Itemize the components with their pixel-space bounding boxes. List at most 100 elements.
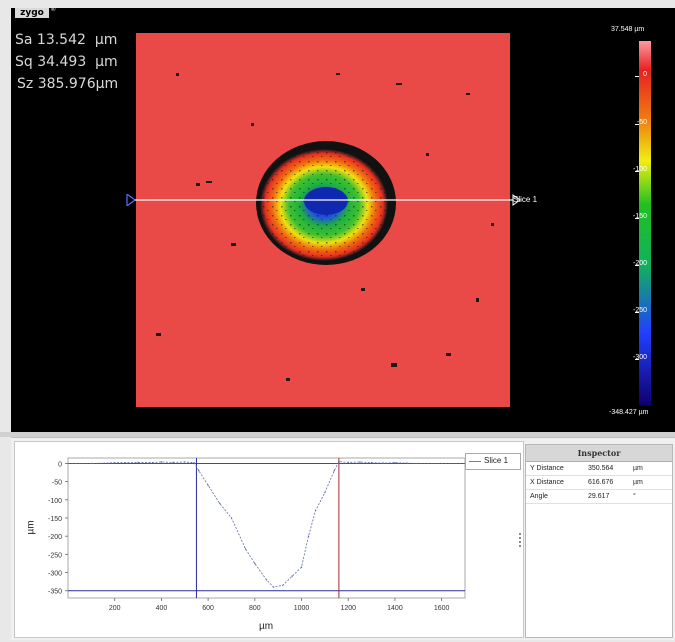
colorbar-tick-mark [635, 170, 639, 172]
panel-resize-grip[interactable] [519, 533, 523, 547]
y-axis-label: µm [25, 520, 37, 535]
series-point [172, 461, 174, 464]
y-tick-label: -350 [48, 589, 62, 596]
colorbar-tick-label: -100 [632, 165, 647, 173]
colorbar-tick-mark [635, 312, 639, 314]
x-tick-label: 600 [202, 605, 214, 612]
profile-panel: 0 -50 -100 -150 -200 -250 -300 -350 200 400 600 800… [11, 437, 675, 640]
colorbar-tick-mark [635, 76, 639, 78]
y-tick-label: -250 [48, 552, 62, 559]
inspector-title: Inspector [526, 445, 672, 462]
x-tick-label: 1000 [294, 605, 310, 612]
colorbar-tick-label: -50 [636, 118, 647, 126]
series-point [207, 484, 209, 486]
pane-splitter[interactable] [0, 432, 675, 437]
slice-label: Slice 1 [513, 195, 538, 204]
series-point [347, 461, 349, 464]
stat-sz: Sz 385.976µm [17, 76, 118, 92]
inspector-label: Y Distance [530, 465, 564, 472]
x-tick-label: 200 [109, 605, 121, 612]
series-point [324, 491, 326, 494]
surface-height-map[interactable] [136, 33, 510, 407]
series-point [338, 460, 340, 463]
logo-registered-mark: ® [51, 8, 56, 13]
series-point [184, 461, 186, 463]
inspector-unit: µm [633, 479, 643, 486]
inspector-row: Y Distance 350.564 µm [526, 462, 672, 476]
color-scale-bar: 0 -50 -100 -150 -200 -250 -300 [632, 41, 675, 405]
series-point [67, 462, 69, 465]
stat-sq-unit: µm [95, 54, 118, 70]
y-tick-label: -300 [48, 571, 62, 578]
profile-chart[interactable]: 0 -50 -100 -150 -200 -250 -300 -350 200 400 600 800… [15, 442, 523, 637]
series-point [193, 462, 195, 464]
series-point [394, 462, 396, 464]
height-map-image [136, 33, 510, 407]
colorbar-tick-label: -250 [632, 307, 647, 315]
y-tick-label: -150 [48, 516, 62, 523]
plot-area [67, 457, 466, 599]
y-tick-label: -50 [52, 480, 62, 487]
y-tick-label: -100 [48, 498, 62, 505]
inspector-label: Angle [530, 493, 548, 500]
legend-line-swatch [469, 461, 481, 462]
stat-sa-label: Sa [15, 32, 33, 48]
series-point [272, 586, 275, 588]
series-point [219, 502, 221, 505]
series-point [370, 462, 373, 464]
legend-label: Slice 1 [484, 456, 509, 465]
colorbar-tick-mark [635, 123, 639, 125]
series-point [90, 462, 93, 465]
series-point [254, 562, 256, 565]
stat-sq-label: Sq [15, 54, 33, 70]
zygo-logo: zygo [15, 8, 49, 18]
series-point [300, 566, 303, 568]
series-point [417, 462, 419, 465]
series-point [405, 462, 408, 464]
series-point [230, 517, 233, 519]
series-point [244, 548, 247, 550]
colorbar-tick-mark [635, 265, 639, 267]
y-tick-label: -200 [48, 534, 62, 541]
surface-map-view: zygo ® Sa 13.542 µm Sq 34.493 µm Sz 385.… [11, 8, 675, 432]
series-point [137, 461, 139, 464]
series-point [160, 461, 163, 463]
series-point [314, 510, 317, 512]
x-tick-label: 400 [156, 605, 168, 612]
inspector-row: Angle 29.617 ° [526, 490, 672, 504]
inspector-panel: Inspector Y Distance 350.564 µm X Distan… [525, 444, 673, 638]
colorbar-max-label: 37.548 µm [611, 26, 645, 33]
x-tick-label: 1600 [434, 605, 450, 612]
series-point [440, 462, 443, 465]
inspector-unit: ° [633, 493, 636, 500]
profile-legend: Slice 1 [465, 453, 521, 470]
stat-sz-unit: µm [95, 76, 119, 92]
series-point [307, 535, 310, 537]
series-point [198, 470, 200, 472]
y-tick-label: 0 [58, 461, 62, 468]
colorbar-tick-mark [635, 359, 639, 361]
colorbar-tick-label: -300 [632, 354, 647, 362]
stat-sz-label: Sz [17, 76, 34, 92]
stat-sa-value: 13.542 [36, 32, 86, 48]
inspector-unit: µm [633, 465, 643, 472]
stat-sa-unit: µm [94, 32, 118, 48]
inspector-label: X Distance [530, 479, 564, 486]
colorbar-tick-mark [635, 217, 639, 219]
series-point [359, 461, 361, 463]
series-line-slice-1 [68, 461, 465, 588]
inspector-value: 350.564 [588, 465, 614, 472]
colorbar-min-label: -348.427 µm [609, 409, 649, 416]
inspector-value: 616.676 [588, 479, 614, 486]
slice-line[interactable] [121, 194, 541, 206]
stat-sa: Sa 13.542 µm [15, 32, 117, 48]
inspector-value: 29.617 [588, 493, 610, 500]
colorbar-tick-label: 0 [643, 71, 647, 79]
series-point [382, 462, 384, 464]
stat-sq: Sq 34.493 µm [15, 54, 118, 70]
surface-specks [156, 73, 494, 381]
colorbar-tick-label: -150 [632, 212, 647, 220]
x-tick-label: 1200 [340, 605, 356, 612]
stat-sz-value: 385.976 [37, 76, 96, 92]
inspector-row: X Distance 616.676 µm [526, 476, 672, 490]
